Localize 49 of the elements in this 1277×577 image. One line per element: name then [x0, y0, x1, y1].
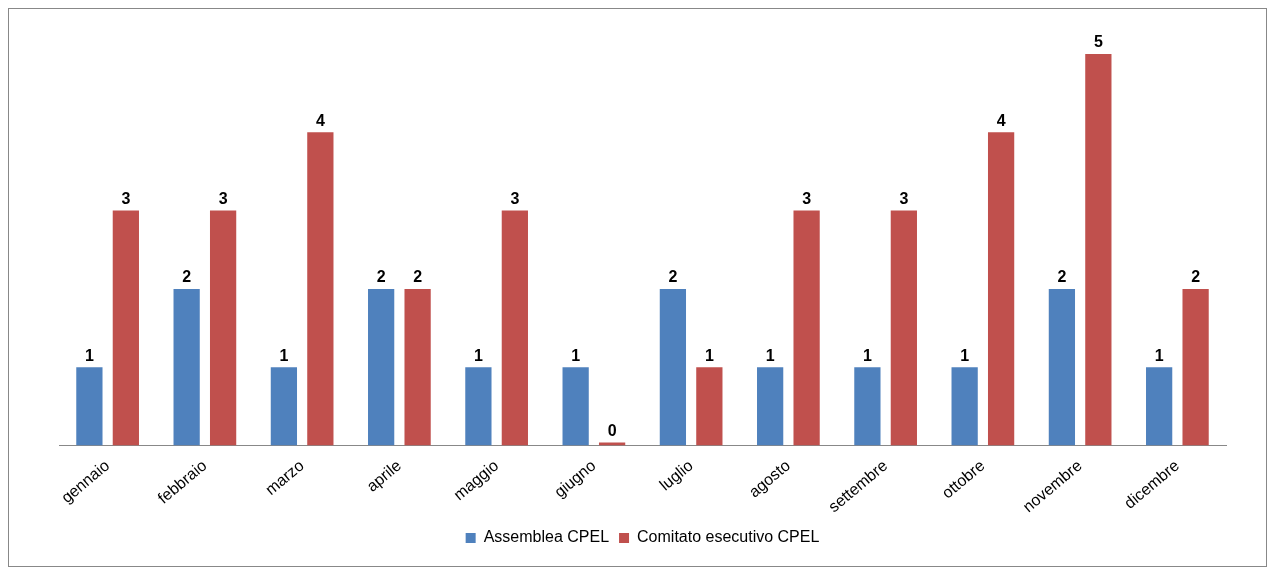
- bar: [659, 288, 687, 446]
- bar: [112, 210, 139, 446]
- data-label: 1: [571, 346, 581, 364]
- data-label: 1: [765, 346, 775, 364]
- bar: [951, 367, 978, 446]
- bar: [1182, 288, 1209, 446]
- data-label: 2: [1057, 268, 1067, 286]
- legend-label: Assemblea CPEL: [483, 528, 610, 546]
- data-label: 1: [704, 346, 714, 364]
- data-label: 1: [1154, 346, 1164, 364]
- bar: [696, 367, 723, 446]
- data-label: 2: [668, 268, 678, 286]
- bar: [1085, 54, 1112, 446]
- bar: [307, 132, 334, 446]
- bar: [209, 210, 237, 446]
- bar: [368, 288, 395, 446]
- data-label: 2: [1191, 268, 1201, 286]
- data-label: 1: [960, 346, 970, 364]
- bar: [1048, 288, 1076, 446]
- data-label: 3: [121, 190, 131, 208]
- data-label: 4: [315, 111, 325, 129]
- bar: [987, 132, 1015, 446]
- data-label: 4: [996, 111, 1006, 129]
- data-label: 1: [862, 346, 872, 364]
- data-label: 2: [182, 268, 192, 286]
- data-label: 5: [1093, 33, 1103, 51]
- bar: [465, 367, 492, 446]
- bar: [562, 367, 589, 446]
- data-label: 3: [899, 190, 909, 208]
- data-label: 3: [510, 190, 520, 208]
- bar: [173, 288, 200, 446]
- data-label: 2: [376, 268, 386, 286]
- data-label: 1: [279, 346, 289, 364]
- bar: [854, 367, 881, 446]
- data-label: 1: [473, 346, 483, 364]
- legend-label: Comitato esecutivo CPEL: [637, 528, 820, 546]
- bar: [76, 367, 103, 446]
- bar: [270, 367, 298, 446]
- bar: [757, 367, 784, 446]
- data-label: 3: [218, 190, 228, 208]
- data-label: 1: [84, 346, 94, 364]
- bar: [793, 210, 820, 446]
- bar: [501, 210, 528, 446]
- bar: [1146, 367, 1173, 446]
- bar: [890, 210, 917, 446]
- bar: [404, 288, 431, 446]
- data-label: 0: [607, 421, 617, 439]
- data-label: 3: [802, 190, 812, 208]
- data-label: 2: [413, 268, 423, 286]
